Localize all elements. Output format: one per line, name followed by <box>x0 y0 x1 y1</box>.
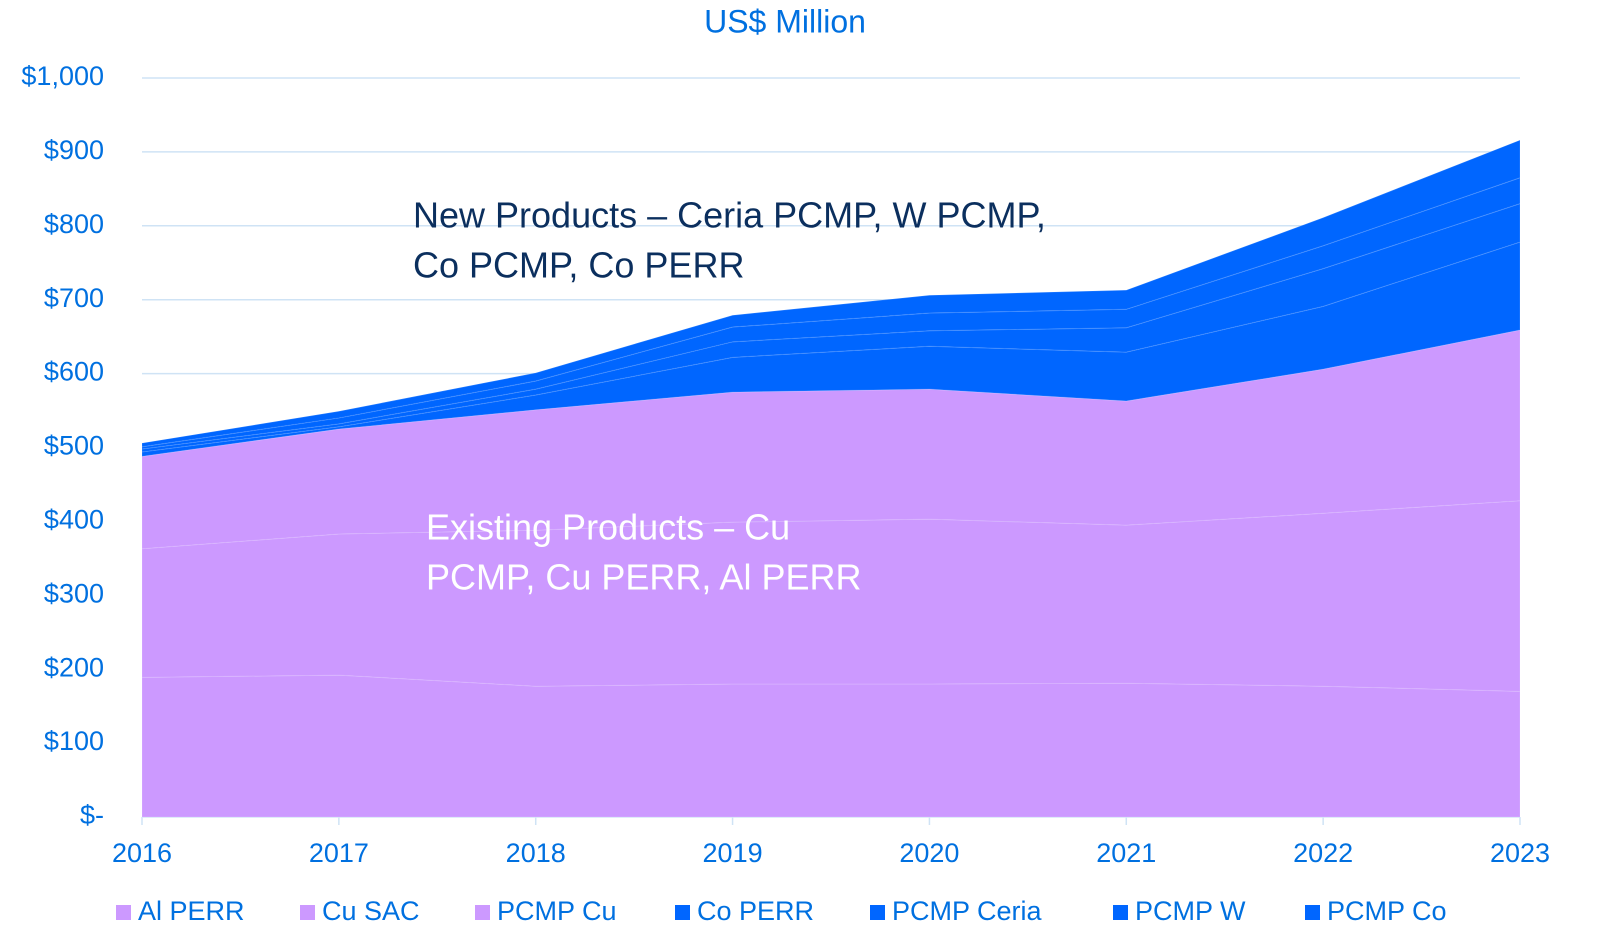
annotation: Co PCMP, Co PERR <box>413 245 744 286</box>
area <box>141 139 1521 448</box>
legend-swatch <box>675 905 690 920</box>
annotation: New Products – Ceria PCMP, W PCMP, <box>413 195 1046 236</box>
annotation: PCMP, Cu PERR, Al PERR <box>426 557 861 598</box>
legend-swatch <box>1305 905 1320 920</box>
y-tick-label: $400 <box>44 505 104 535</box>
x-tick-label: 2019 <box>703 838 763 868</box>
areas <box>141 139 1521 818</box>
x-tick-label: 2020 <box>899 838 959 868</box>
y-tick-label: $600 <box>44 357 104 387</box>
y-tick-label: $900 <box>44 135 104 165</box>
legend-swatch <box>300 905 315 920</box>
annotation: Existing Products – Cu <box>426 507 790 548</box>
x-tick-label: 2018 <box>506 838 566 868</box>
x-tick-label: 2022 <box>1293 838 1353 868</box>
area <box>141 177 1521 450</box>
legend-swatch <box>116 905 131 920</box>
x-tick-label: 2023 <box>1490 838 1550 868</box>
x-tick-label: 2021 <box>1096 838 1156 868</box>
legend-label: PCMP Cu <box>497 896 617 926</box>
y-tick-label: $700 <box>44 283 104 313</box>
x-tick-label: 2016 <box>112 838 172 868</box>
x-tick-label: 2017 <box>309 838 369 868</box>
y-tick-label: $500 <box>44 431 104 461</box>
legend-label: PCMP Co <box>1327 896 1447 926</box>
y-tick-label: $300 <box>44 578 104 608</box>
area <box>141 674 1521 818</box>
legend-label: PCMP Ceria <box>892 896 1043 926</box>
legend-label: Co PERR <box>697 896 814 926</box>
legend-label: Al PERR <box>138 896 245 926</box>
legend-swatch <box>870 905 885 920</box>
legend-label: PCMP W <box>1135 896 1246 926</box>
y-tick-label: $- <box>80 800 104 830</box>
y-tick-label: $100 <box>44 726 104 756</box>
y-tick-label: $200 <box>44 652 104 682</box>
legend-swatch <box>475 905 490 920</box>
legend-swatch <box>1113 905 1128 920</box>
y-tick-label: $1,000 <box>21 61 104 91</box>
legend-label: Cu SAC <box>322 896 420 926</box>
y-tick-label: $800 <box>44 209 104 239</box>
labels: $- $100 $200 $300 $400 $500 $600 $700 $800 $900 $1… <box>21 61 1550 926</box>
chart-title: US$ Million <box>704 3 866 39</box>
